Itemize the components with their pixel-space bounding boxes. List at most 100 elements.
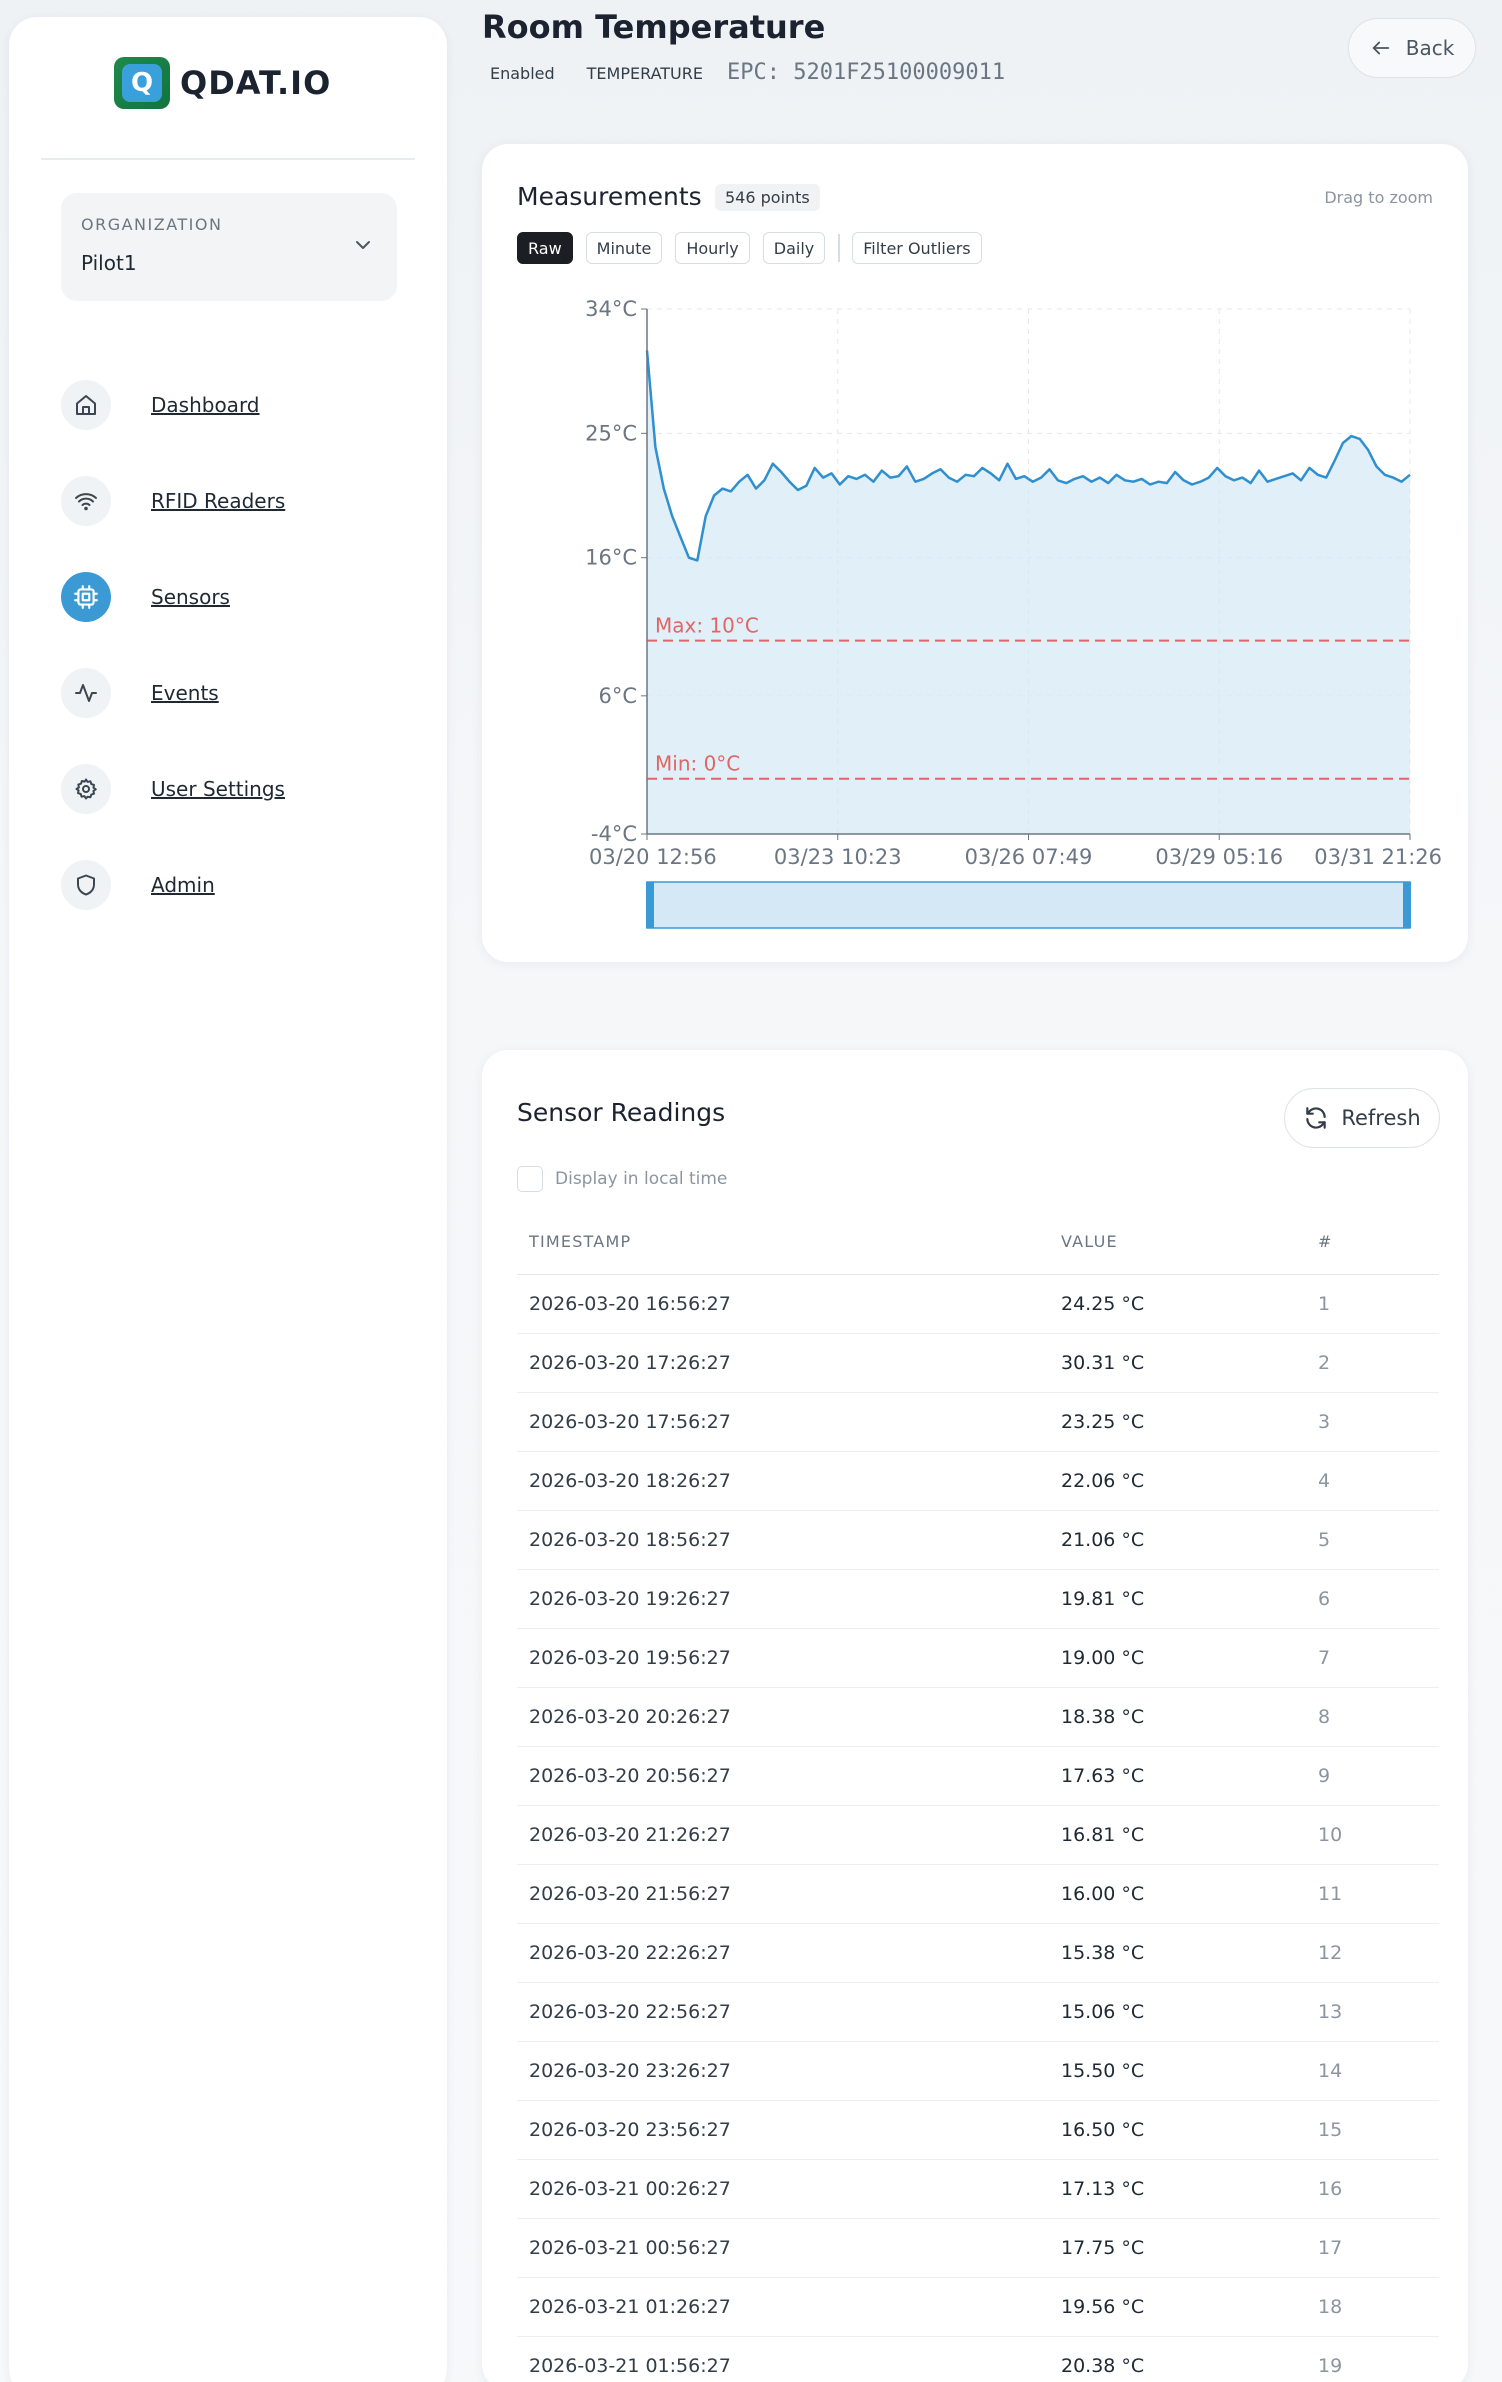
zoom-brush[interactable] xyxy=(646,881,1411,929)
table-row: 2026-03-20 19:56:27 19.00 °C 7 xyxy=(517,1628,1439,1688)
x-tick-label: 03/29 05:16 xyxy=(1155,845,1283,869)
page-title: Room Temperature xyxy=(482,8,826,46)
table-header-row: TIMESTAMP VALUE # xyxy=(517,1210,1439,1275)
controls-divider xyxy=(838,234,841,262)
table-row: 2026-03-20 17:56:27 23.25 °C 3 xyxy=(517,1392,1439,1452)
cell-value: 15.38 °C xyxy=(1049,1923,1306,1983)
table-row: 2026-03-20 16:56:27 24.25 °C 1 xyxy=(517,1274,1439,1334)
x-tick-label: 03/31 21:26 xyxy=(1314,845,1442,869)
sidebar-item-label[interactable]: Events xyxy=(151,681,219,705)
threshold-label: Min: 0°C xyxy=(655,752,740,776)
local-time-label: Display in local time xyxy=(555,1169,728,1189)
y-tick-label: 25°C xyxy=(585,421,637,445)
sidebar-item-label[interactable]: User Settings xyxy=(151,777,285,801)
cell-index: 7 xyxy=(1306,1628,1439,1688)
column-header-timestamp[interactable]: TIMESTAMP xyxy=(517,1210,1049,1275)
shield-icon xyxy=(61,860,111,910)
column-header-index[interactable]: # xyxy=(1306,1210,1439,1275)
cell-value: 16.50 °C xyxy=(1049,2100,1306,2160)
back-button[interactable]: Back xyxy=(1348,18,1476,78)
measurements-title: Measurements xyxy=(517,182,702,211)
cell-timestamp: 2026-03-21 01:26:27 xyxy=(517,2277,1049,2337)
threshold-label: Max: 10°C xyxy=(655,614,759,638)
zoom-handle-right[interactable] xyxy=(1403,882,1411,928)
cell-value: 19.56 °C xyxy=(1049,2277,1306,2337)
sidebar-item-events[interactable]: Events xyxy=(61,645,421,741)
cell-timestamp: 2026-03-20 18:56:27 xyxy=(517,1510,1049,1570)
table-row: 2026-03-21 01:56:27 20.38 °C 19 xyxy=(517,2336,1439,2382)
cell-index: 3 xyxy=(1306,1392,1439,1452)
table-row: 2026-03-20 21:56:27 16.00 °C 11 xyxy=(517,1864,1439,1924)
organization-value: Pilot1 xyxy=(81,251,137,275)
cell-timestamp: 2026-03-20 21:56:27 xyxy=(517,1864,1049,1924)
x-tick-label: 03/20 12:56 xyxy=(589,845,717,869)
cell-index: 2 xyxy=(1306,1333,1439,1393)
filter-outliers-button[interactable]: Filter Outliers xyxy=(852,232,982,264)
sidebar-item-rfid-readers[interactable]: RFID Readers xyxy=(61,453,421,549)
column-header-value[interactable]: VALUE xyxy=(1049,1210,1306,1275)
organization-selector[interactable]: ORGANIZATION Pilot1 xyxy=(61,193,397,301)
table-row: 2026-03-20 19:26:27 19.81 °C 6 xyxy=(517,1569,1439,1629)
local-time-toggle[interactable]: Display in local time xyxy=(517,1166,727,1192)
table-row: 2026-03-20 20:26:27 18.38 °C 8 xyxy=(517,1687,1439,1747)
sidebar-item-label[interactable]: RFID Readers xyxy=(151,489,286,513)
wifi-icon xyxy=(61,476,111,526)
cell-value: 19.00 °C xyxy=(1049,1628,1306,1688)
readings-table: TIMESTAMP VALUE # 2026-03-20 16:56:27 24.… xyxy=(517,1210,1439,2382)
cell-value: 16.00 °C xyxy=(1049,1864,1306,1924)
resolution-daily-button[interactable]: Daily xyxy=(762,232,826,264)
sidebar-item-sensors[interactable]: Sensors xyxy=(61,549,421,645)
y-tick-label: 16°C xyxy=(585,546,637,570)
cell-index: 18 xyxy=(1306,2277,1439,2337)
sidebar-item-admin[interactable]: Admin xyxy=(61,837,421,933)
cell-value: 23.25 °C xyxy=(1049,1392,1306,1452)
cell-timestamp: 2026-03-20 21:26:27 xyxy=(517,1805,1049,1865)
table-row: 2026-03-20 20:56:27 17.63 °C 9 xyxy=(517,1746,1439,1806)
cell-value: 20.38 °C xyxy=(1049,2336,1306,2382)
local-time-checkbox[interactable] xyxy=(517,1166,543,1192)
cell-timestamp: 2026-03-20 20:56:27 xyxy=(517,1746,1049,1806)
table-row: 2026-03-21 00:56:27 17.75 °C 17 xyxy=(517,2218,1439,2278)
cell-timestamp: 2026-03-20 19:56:27 xyxy=(517,1628,1049,1688)
brand[interactable]: Q QDAT.IO xyxy=(114,55,331,111)
resolution-hourly-button[interactable]: Hourly xyxy=(675,232,750,264)
sidebar-nav: Dashboard RFID Readers Sensors Events Us… xyxy=(61,357,421,933)
sidebar-divider xyxy=(41,158,415,160)
cell-index: 16 xyxy=(1306,2159,1439,2219)
cell-timestamp: 2026-03-21 01:56:27 xyxy=(517,2336,1049,2382)
cell-timestamp: 2026-03-20 19:26:27 xyxy=(517,1569,1049,1629)
resolution-minute-button[interactable]: Minute xyxy=(585,232,663,264)
cell-index: 19 xyxy=(1306,2336,1439,2382)
cell-index: 1 xyxy=(1306,1274,1439,1334)
cell-value: 18.38 °C xyxy=(1049,1687,1306,1747)
readings-card: Sensor Readings Refresh Display in local… xyxy=(482,1050,1468,2382)
sidebar-item-label[interactable]: Sensors xyxy=(151,585,230,609)
table-row: 2026-03-20 21:26:27 16.81 °C 10 xyxy=(517,1805,1439,1865)
series-line xyxy=(645,350,1411,562)
table-row: 2026-03-21 01:26:27 19.56 °C 18 xyxy=(517,2277,1439,2337)
sidebar-item-dashboard[interactable]: Dashboard xyxy=(61,357,421,453)
sidebar-item-label[interactable]: Dashboard xyxy=(151,393,260,417)
cell-timestamp: 2026-03-20 22:26:27 xyxy=(517,1923,1049,1983)
refresh-button[interactable]: Refresh xyxy=(1284,1088,1440,1148)
cell-value: 17.75 °C xyxy=(1049,2218,1306,2278)
cell-value: 22.06 °C xyxy=(1049,1451,1306,1511)
activity-icon xyxy=(61,668,111,718)
back-label: Back xyxy=(1405,36,1455,60)
points-badge: 546 points xyxy=(715,184,820,211)
chevron-down-icon xyxy=(356,241,370,249)
sidebar-item-user-settings[interactable]: User Settings xyxy=(61,741,421,837)
cell-value: 30.31 °C xyxy=(1049,1333,1306,1393)
organization-label: ORGANIZATION xyxy=(81,215,223,234)
cell-value: 15.06 °C xyxy=(1049,1982,1306,2042)
cell-index: 12 xyxy=(1306,1923,1439,1983)
sidebar-item-label[interactable]: Admin xyxy=(151,873,215,897)
status-badge: Enabled xyxy=(490,64,555,83)
cell-timestamp: 2026-03-21 00:56:27 xyxy=(517,2218,1049,2278)
cell-timestamp: 2026-03-20 17:26:27 xyxy=(517,1333,1049,1393)
zoom-handle-left[interactable] xyxy=(646,882,654,928)
sidebar: Q QDAT.IO ORGANIZATION Pilot1 Dashboard … xyxy=(9,17,447,2382)
y-tick-label: 6°C xyxy=(598,684,637,708)
resolution-raw-button[interactable]: Raw xyxy=(517,232,573,264)
